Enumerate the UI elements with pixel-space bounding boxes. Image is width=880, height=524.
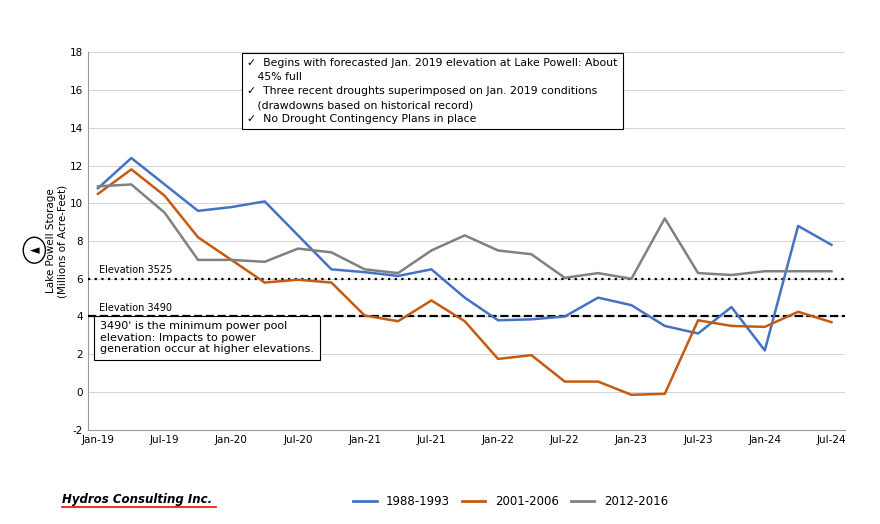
Text: Elevation 3490: Elevation 3490	[99, 303, 172, 313]
Text: ✓  Begins with forecasted Jan. 2019 elevation at Lake Powell: About
   45% full
: ✓ Begins with forecasted Jan. 2019 eleva…	[247, 58, 617, 124]
Circle shape	[23, 237, 46, 263]
Y-axis label: Lake Powell Storage
(Millions of Acre-Feet): Lake Powell Storage (Millions of Acre-Fe…	[46, 184, 67, 298]
Text: Elevation 3525: Elevation 3525	[99, 265, 172, 276]
Text: ◄: ◄	[30, 244, 40, 257]
Legend: 1988-1993, 2001-2006, 2012-2016: 1988-1993, 2001-2006, 2012-2016	[348, 490, 672, 513]
Text: Hydros Consulting Inc.: Hydros Consulting Inc.	[62, 493, 212, 506]
Text: 3490' is the minimum power pool
elevation: Impacts to power
generation occur at : 3490' is the minimum power pool elevatio…	[100, 321, 314, 354]
